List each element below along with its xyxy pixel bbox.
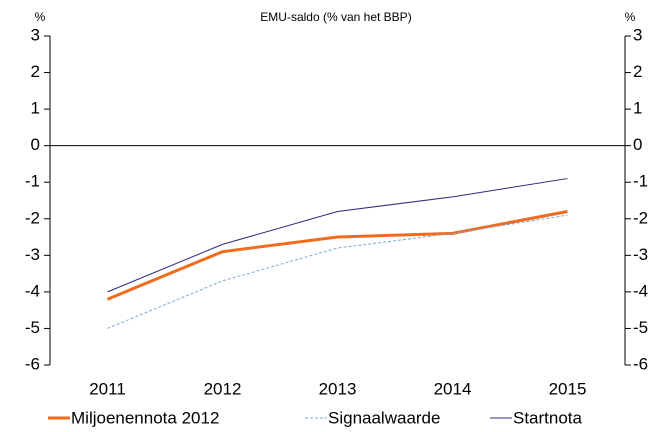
y-tick-label: -4 <box>25 281 40 300</box>
series-line <box>107 178 568 293</box>
y2-tick-label: 1 <box>633 99 642 118</box>
y-tick-label: 1 <box>31 99 40 118</box>
legend-label: Signaalwaarde <box>328 408 440 427</box>
y-tick-label: -1 <box>25 172 40 191</box>
y2-tick-label: -3 <box>633 245 648 264</box>
x-tick-label: 2012 <box>204 379 242 398</box>
y2-tick-label: -4 <box>633 281 648 300</box>
y-tick-label: 3 <box>31 25 40 44</box>
series-line <box>106 209 568 301</box>
y-tick-label: -6 <box>25 354 40 373</box>
x-tick-label: 2014 <box>434 379 472 398</box>
chart-title: EMU-saldo (% van het BBP) <box>260 10 411 24</box>
y-tick-label: -2 <box>25 208 40 227</box>
y2-tick-label: 2 <box>633 62 642 81</box>
legend-label: Miljoenennota 2012 <box>71 408 219 427</box>
y2-axis-unit: % <box>625 10 636 24</box>
series-line <box>107 214 568 329</box>
x-tick-label: 2015 <box>549 379 587 398</box>
y-tick-label: 2 <box>31 62 40 81</box>
y2-tick-label: -6 <box>633 354 648 373</box>
y2-tick-label: 3 <box>633 25 642 44</box>
y-tick-label: -3 <box>25 245 40 264</box>
y2-tick-label: -2 <box>633 208 648 227</box>
x-tick-label: 2011 <box>89 379 126 398</box>
x-tick-label: 2013 <box>319 379 357 398</box>
y2-tick-label: -5 <box>633 318 648 337</box>
y-tick-label: -5 <box>25 318 40 337</box>
y-tick-label: 0 <box>31 135 40 154</box>
y2-tick-label: -1 <box>633 172 648 191</box>
y2-tick-label: 0 <box>633 135 642 154</box>
legend-label: Startnota <box>513 408 583 427</box>
y-axis-unit: % <box>35 10 46 24</box>
